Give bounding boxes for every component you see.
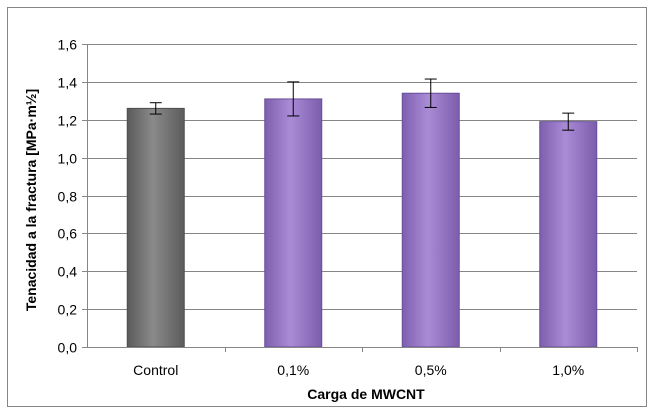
bar — [126, 107, 185, 348]
bar — [539, 121, 598, 348]
error-bars — [149, 78, 575, 131]
y-tick-label: 0,4 — [58, 264, 78, 280]
y-tick-label: 1,2 — [58, 113, 78, 129]
tick-labels: 0,0 0,2 0,4 0,6 0,8 1,0 1,2 1,4 1,6 Control 0,1% 0,… — [58, 37, 585, 379]
x-tick-label: Control — [133, 362, 178, 378]
x-tick-label: 0,5% — [415, 362, 447, 378]
y-tick-label: 0,8 — [58, 189, 78, 205]
y-tick-label: 0,2 — [58, 302, 78, 318]
y-tick-label: 1,4 — [58, 75, 78, 91]
y-tick-label: 0,0 — [58, 340, 78, 356]
y-tick-label: 1,0 — [58, 151, 78, 167]
x-axis-title: Carga de MWCNT — [307, 386, 425, 402]
x-tick-label: 0,1% — [277, 362, 309, 378]
x-tick-label: 1,0% — [552, 362, 584, 378]
bar — [264, 98, 323, 348]
bars — [126, 92, 598, 348]
y-tick-label: 1,6 — [58, 37, 78, 53]
y-axis-title: Tenacidad a la fractura [MPa·m½] — [23, 89, 39, 311]
axes — [82, 44, 638, 352]
y-tick-label: 0,6 — [58, 226, 78, 242]
bar — [401, 92, 460, 348]
